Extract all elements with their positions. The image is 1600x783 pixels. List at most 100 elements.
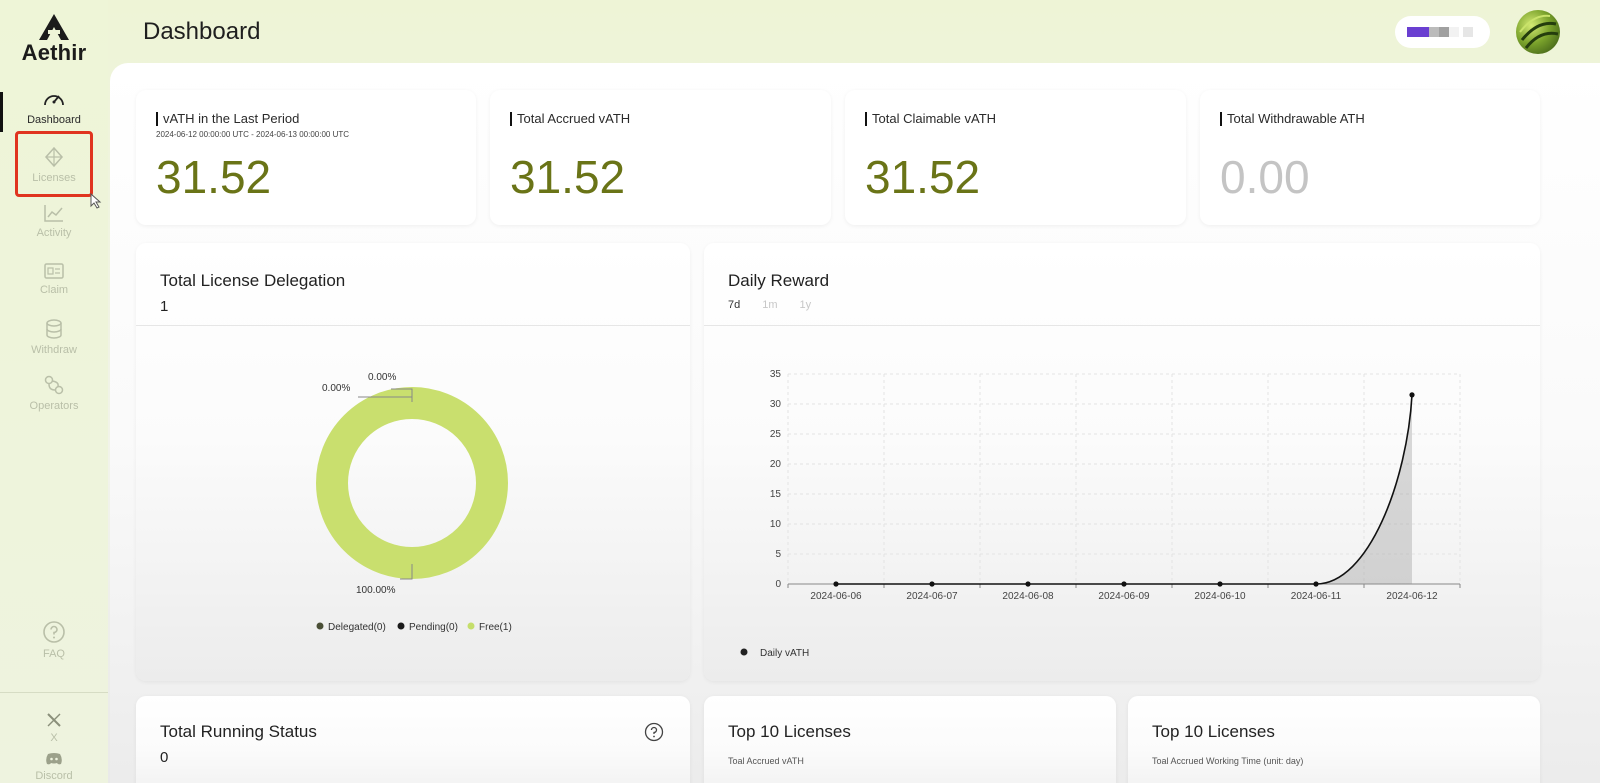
- panel-divider: [704, 325, 1540, 326]
- line-chart-icon: [44, 205, 63, 222]
- stat-card-last-period: vATH in the Last Period 2024-06-12 00:00…: [136, 90, 476, 225]
- sidebar-item-claim[interactable]: Claim: [0, 262, 108, 318]
- leader-line: [400, 564, 413, 580]
- stat-value: 31.52: [156, 151, 272, 203]
- panel-title: Top 10 Licenses: [1152, 722, 1275, 741]
- avatar[interactable]: [1516, 10, 1560, 54]
- x-tick-label: 2024-06-08: [1002, 591, 1054, 602]
- delegation-count: 1: [160, 298, 169, 315]
- mouse-cursor-icon: [90, 193, 102, 209]
- sidebar-item-withdraw[interactable]: Withdraw: [0, 318, 108, 374]
- data-point: [1121, 581, 1127, 587]
- panel-divider: [136, 325, 690, 326]
- sidebar-item-activity[interactable]: Activity: [0, 203, 108, 259]
- question-icon: [43, 621, 65, 643]
- sidebar-item-discord[interactable]: Discord: [0, 752, 108, 783]
- stat-label: vATH in the Last Period: [156, 112, 299, 126]
- y-tick-label: 5: [775, 549, 781, 560]
- wallet-address-blur: [1439, 27, 1449, 37]
- sidebar-item-label: X: [50, 732, 58, 744]
- range-tabs: 7d 1m 1y: [728, 299, 811, 311]
- series-line: [836, 394, 1413, 585]
- sidebar-item-label: Operators: [29, 400, 79, 412]
- top-licenses-vath-card: Top 10 Licenses Toal Accrued vATH: [704, 696, 1116, 783]
- license-delegation-card: Total License Delegation 1 0.00% 0.00% 1…: [136, 243, 690, 681]
- panel-title: Total Running Status: [160, 722, 317, 741]
- legend-free[interactable]: Free(1): [479, 622, 512, 633]
- stat-period-range: 2024-06-12 00:00:00 UTC - 2024-06-13 00:…: [156, 130, 350, 139]
- tab-1y[interactable]: 1y: [799, 299, 812, 311]
- aethir-logo[interactable]: Aethir: [0, 14, 108, 66]
- sidebar-item-label: Licenses: [32, 172, 76, 184]
- stat-label: Total Claimable vATH: [865, 112, 996, 126]
- sidebar-item-faq[interactable]: FAQ: [0, 620, 108, 676]
- y-tick-label: 10: [770, 519, 782, 530]
- slice-label-delegated: 0.00%: [322, 383, 350, 394]
- help-icon[interactable]: [644, 722, 664, 742]
- highlight-annotation: [15, 131, 93, 197]
- stat-card-total-accrued: Total Accrued vATH 31.52: [490, 90, 831, 225]
- y-tick-label: 30: [770, 399, 782, 410]
- data-point: [833, 581, 839, 587]
- sidebar: Aethir Dashboard Licenses Activity: [0, 0, 108, 783]
- data-point: [929, 581, 935, 587]
- x-tick-label: 2024-06-06: [810, 591, 862, 602]
- panel-subtitle: Toal Accrued Working Time (unit: day): [1152, 756, 1304, 766]
- x-tick-label: 2024-06-09: [1098, 591, 1150, 602]
- logo-text: Aethir: [21, 40, 87, 65]
- tab-1m[interactable]: 1m: [762, 299, 778, 311]
- legend-pending[interactable]: Pending(0): [409, 622, 458, 633]
- stat-value: 0.00: [1220, 151, 1310, 203]
- data-point: [1313, 581, 1319, 587]
- stat-label: Total Withdrawable ATH: [1220, 112, 1365, 126]
- x-tick-label: 2024-06-10: [1194, 591, 1246, 602]
- sidebar-item-label: FAQ: [42, 648, 65, 660]
- data-point: [1409, 392, 1415, 398]
- stat-value: 31.52: [510, 151, 626, 203]
- y-tick-label: 20: [770, 459, 782, 470]
- x-tick-label: 2024-06-11: [1291, 591, 1342, 602]
- tab-7d[interactable]: 7d: [728, 299, 741, 311]
- top-licenses-working-time-card: Top 10 Licenses Toal Accrued Working Tim…: [1128, 696, 1540, 783]
- sidebar-item-dashboard[interactable]: Dashboard: [0, 88, 108, 144]
- sidebar-item-operators[interactable]: Operators: [0, 374, 108, 430]
- y-tick-label: 25: [770, 429, 782, 440]
- sidebar-item-label: Activity: [36, 227, 72, 239]
- x-tick-label: 2024-06-07: [906, 591, 958, 602]
- speedometer-icon: [44, 95, 64, 106]
- coin-stack-icon: [46, 319, 62, 339]
- aethir-logo-icon: [39, 14, 69, 40]
- operators-icon: [44, 375, 64, 395]
- panel-subtitle: Toal Accrued vATH: [728, 756, 804, 766]
- x-tick-label: 2024-06-12: [1386, 591, 1438, 602]
- sidebar-item-licenses[interactable]: Licenses: [0, 146, 108, 202]
- wallet-address-blur: [1407, 27, 1429, 37]
- y-tick-label: 35: [770, 369, 782, 380]
- stat-card-total-withdrawable: Total Withdrawable ATH 0.00: [1200, 90, 1540, 225]
- id-card-icon: [44, 263, 64, 279]
- data-point: [1025, 581, 1031, 587]
- slice-label-pending: 0.00%: [368, 372, 396, 383]
- panel-title: Daily Reward: [728, 271, 830, 290]
- data-point: [1217, 581, 1223, 587]
- wallet-address-blur: [1429, 27, 1439, 37]
- daily-reward-card: Daily Reward 7d 1m 1y 0 5 10 15 20 25 30 35 2024…: [704, 243, 1540, 681]
- series-area: [836, 394, 1412, 584]
- donut-slice-free[interactable]: [316, 387, 508, 579]
- sidebar-item-label: Discord: [35, 770, 73, 782]
- y-tick-label: 15: [770, 489, 782, 500]
- page-title: Dashboard: [143, 18, 261, 45]
- x-logo-icon: [47, 713, 61, 727]
- wallet-address-button[interactable]: [1395, 16, 1490, 48]
- sidebar-item-label: Withdraw: [31, 344, 77, 356]
- legend-delegated[interactable]: Delegated(0): [328, 622, 386, 633]
- legend-daily-vath[interactable]: Daily vATH: [760, 648, 809, 659]
- avatar-pattern-icon: [1519, 14, 1559, 49]
- delegation-donut-chart: 0.00% 0.00% 100.00% Delegated(0) Pending…: [316, 372, 512, 633]
- daily-reward-chart: 0 5 10 15 20 25 30 35 2024-06-06 2024-06-07 2024-0…: [770, 369, 1461, 602]
- sidebar-item-x[interactable]: X: [0, 712, 108, 768]
- panel-title: Total License Delegation: [160, 271, 346, 290]
- stat-value: 31.52: [865, 151, 981, 203]
- diamond-icon: [44, 146, 64, 168]
- panel-title: Top 10 Licenses: [728, 722, 851, 741]
